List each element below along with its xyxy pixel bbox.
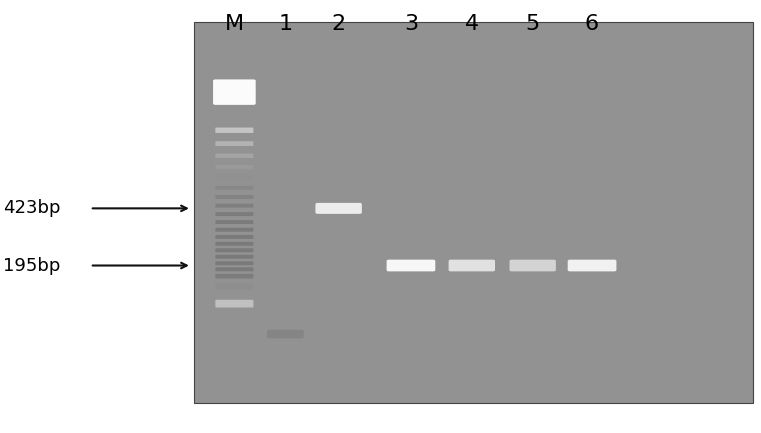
FancyBboxPatch shape [215, 255, 253, 259]
Text: 3: 3 [404, 14, 418, 34]
FancyBboxPatch shape [215, 141, 253, 146]
FancyBboxPatch shape [215, 195, 253, 199]
Text: 4: 4 [465, 14, 479, 34]
FancyBboxPatch shape [215, 242, 253, 246]
FancyBboxPatch shape [510, 260, 556, 271]
FancyBboxPatch shape [215, 204, 253, 208]
FancyBboxPatch shape [215, 235, 253, 239]
Text: 2: 2 [332, 14, 345, 34]
Text: 5: 5 [526, 14, 540, 34]
FancyBboxPatch shape [215, 283, 253, 290]
FancyBboxPatch shape [315, 203, 362, 214]
FancyBboxPatch shape [215, 267, 253, 271]
FancyBboxPatch shape [215, 220, 253, 224]
FancyBboxPatch shape [387, 260, 435, 271]
FancyBboxPatch shape [215, 128, 253, 133]
Text: 423bp: 423bp [3, 199, 61, 217]
Text: M: M [224, 14, 244, 34]
FancyBboxPatch shape [215, 165, 253, 169]
FancyBboxPatch shape [215, 300, 253, 307]
Text: 195bp: 195bp [3, 256, 60, 275]
Text: 1: 1 [279, 14, 292, 34]
FancyBboxPatch shape [215, 274, 253, 278]
FancyBboxPatch shape [267, 330, 304, 339]
FancyBboxPatch shape [215, 176, 253, 180]
FancyBboxPatch shape [215, 261, 253, 265]
Bar [194, 22, 753, 403]
FancyBboxPatch shape [215, 248, 253, 252]
FancyBboxPatch shape [568, 260, 616, 271]
Text: 6: 6 [585, 14, 599, 34]
FancyBboxPatch shape [449, 260, 495, 271]
FancyBboxPatch shape [215, 212, 253, 216]
FancyBboxPatch shape [215, 228, 253, 232]
FancyBboxPatch shape [215, 154, 253, 158]
FancyBboxPatch shape [213, 79, 256, 105]
FancyBboxPatch shape [215, 186, 253, 190]
